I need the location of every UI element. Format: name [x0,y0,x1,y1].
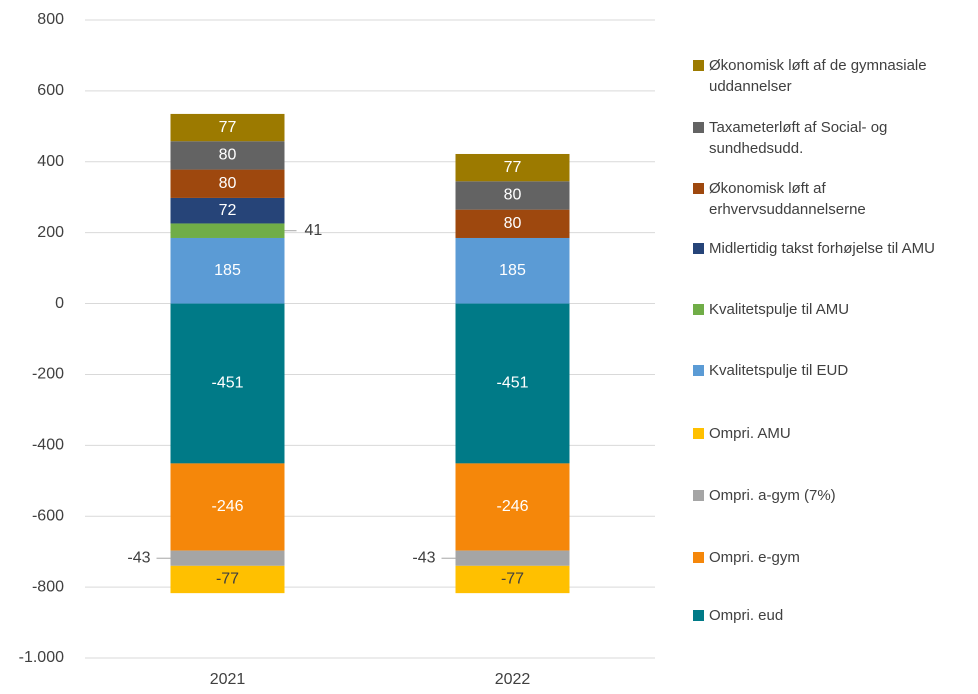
bar-segment [170,550,285,566]
y-tick-label: -400 [32,437,64,454]
legend-item: Midlertidig takst forhøjelse til AMU [693,238,978,259]
data-label: -246 [211,498,243,515]
legend-swatch [693,243,704,254]
legend-label: Ompri. e-gym [709,549,800,566]
data-label: 185 [499,262,526,279]
bar-segment [455,303,570,464]
legend-item: Ompri. AMU [693,423,978,444]
y-tick-label: 600 [37,82,64,99]
legend-swatch [693,60,704,71]
legend-label: Midlertidig takst forhøjelse til AMU [709,240,935,257]
legend-item: Taxameterløft af Social- og sundhedsudd. [693,117,978,159]
legend-label: Taxameterløft af Social- og sundhedsudd. [709,119,888,157]
bar-segment [170,303,285,464]
data-label: 80 [219,175,237,192]
bar-segment [455,153,570,182]
legend-item: Økonomisk løft af de gymnasiale uddannel… [693,55,978,97]
legend-label: Kvalitetspulje til EUD [709,362,849,379]
legend-item: Ompri. eud [693,605,978,626]
legend-label: Kvalitetspulje til AMU [709,301,850,318]
bar-segment [170,565,285,594]
data-label: 77 [504,159,522,176]
legend-swatch [693,365,704,376]
y-tick-label: 200 [37,224,64,241]
data-label: 41 [305,222,323,239]
y-tick-label: 0 [55,295,64,312]
bar-segment [455,550,570,566]
legend-swatch [693,183,704,194]
legend-swatch [693,552,704,563]
legend-label: Ompri. AMU [709,425,791,442]
data-label: -451 [211,375,243,392]
legend-item: Kvalitetspulje til AMU [693,299,978,320]
y-tick-label: 400 [37,153,64,170]
bar-segment [170,169,285,198]
legend-item: Økonomisk løft af erhvervsuddannelserne [693,178,978,220]
data-label: 72 [219,202,237,219]
bar-segment [455,463,570,551]
bar-segment [170,237,285,304]
bar-segment [170,197,285,224]
y-tick-label: 800 [37,11,64,28]
x-tick-label: 2022 [495,671,531,688]
y-tick-label: -800 [32,578,64,595]
data-label: 80 [504,215,522,232]
y-tick-label: -1.000 [19,649,64,666]
data-label: -246 [496,498,528,515]
bar-segment [170,463,285,551]
data-label: 80 [504,187,522,204]
data-label: -43 [127,549,150,566]
bar-segment [455,181,570,210]
data-label: 185 [214,262,241,279]
legend-label: Ompri. eud [709,607,784,624]
legend-swatch [693,122,704,133]
legend-item: Ompri. a-gym (7%) [693,485,978,506]
bar-segment [170,113,285,142]
legend-item: Kvalitetspulje til EUD [693,360,978,381]
bar-segment [455,565,570,594]
legend-label: Ompri. a-gym (7%) [709,487,836,504]
legend-swatch [693,610,704,621]
legend-label: Økonomisk løft af de gymnasiale uddannel… [709,57,927,95]
legend-swatch [693,428,704,439]
y-tick-label: -200 [32,366,64,383]
legend-swatch [693,490,704,501]
data-label: -77 [216,571,239,588]
data-label: -43 [412,549,435,566]
bar-segment [170,223,285,238]
bar-segment [170,141,285,170]
bar-segment [455,237,570,304]
y-tick-label: -600 [32,507,64,524]
data-label: -451 [496,375,528,392]
legend-label: Økonomisk løft af erhvervsuddannelserne [709,180,866,218]
data-label: 80 [219,147,237,164]
legend-item: Ompri. e-gym [693,547,978,568]
x-tick-label: 2021 [210,671,246,688]
legend-swatch [693,304,704,315]
bar-segment [455,209,570,238]
data-label: 77 [219,119,237,136]
data-label: -77 [501,571,524,588]
